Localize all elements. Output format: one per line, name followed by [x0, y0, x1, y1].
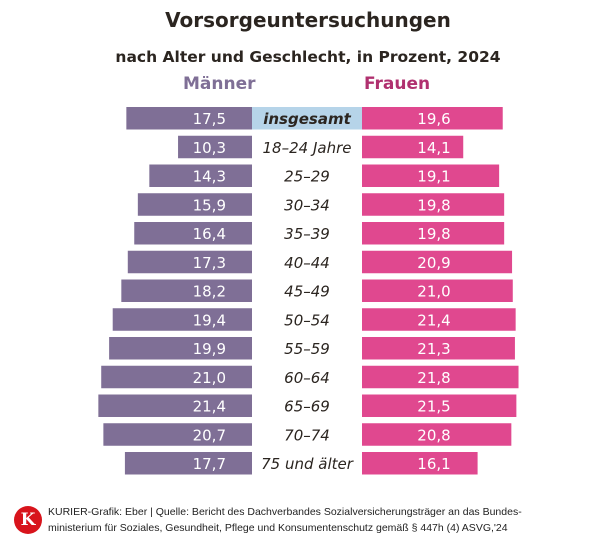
bar-women [362, 193, 505, 216]
category-label: 18–24 Jahre [263, 139, 352, 157]
category-label: 30–34 [284, 196, 330, 214]
bar-men [98, 394, 253, 417]
category-label: 70–74 [284, 426, 330, 444]
value-label-women: 21,8 [417, 369, 450, 387]
value-label-women: 21,0 [417, 283, 450, 301]
value-label-men: 10,3 [193, 139, 226, 157]
bar-men [134, 222, 252, 245]
value-label-women: 19,8 [417, 225, 450, 243]
value-label-women: 14,1 [417, 139, 450, 157]
category-label: 35–39 [284, 225, 330, 243]
value-label-men: 14,3 [193, 168, 226, 186]
source-line-2: ministerium für Soziales, Gesundheit, Pf… [48, 522, 508, 534]
bar-men [124, 452, 252, 475]
bar-men [101, 365, 252, 389]
value-label-men: 19,4 [193, 311, 226, 329]
value-label-men: 18,2 [193, 283, 226, 301]
value-label-women: 16,1 [417, 455, 450, 473]
value-label-men: 17,3 [193, 254, 226, 272]
category-label: 75 und älter [261, 455, 354, 473]
category-label: 55–59 [284, 340, 330, 358]
value-label-women: 19,6 [417, 110, 450, 128]
value-label-men: 16,4 [193, 225, 226, 243]
bar-women [362, 279, 513, 302]
chart-plot: 17,5 19,6 insgesamt 10,3 14,1 18–24 Jahre 14,3… [98, 107, 519, 475]
value-label-women: 21,5 [417, 398, 450, 416]
kurier-logo: K [14, 506, 42, 534]
legend-women: Frauen [364, 74, 431, 94]
bar-men [121, 279, 252, 302]
bar-women [362, 423, 512, 446]
chart-subtitle: nach Alter und Geschlecht, in Prozent, 2… [115, 48, 501, 66]
value-label-men: 17,5 [193, 110, 226, 128]
highlight-category-box [252, 107, 362, 130]
bar-men [137, 193, 252, 216]
value-label-men: 21,4 [193, 398, 226, 416]
bar-women [362, 365, 519, 389]
category-label: 60–64 [284, 369, 330, 387]
bar-men [127, 250, 252, 274]
value-label-women: 19,8 [417, 196, 450, 214]
bar-men [103, 423, 253, 446]
category-label: 50–54 [284, 311, 330, 329]
value-label-men: 17,7 [193, 455, 226, 473]
category-label: insgesamt [263, 110, 351, 128]
value-label-women: 20,9 [417, 254, 450, 272]
bar-women [362, 394, 517, 417]
bar-men [178, 135, 252, 159]
category-label: 40–44 [284, 254, 330, 272]
bar-women [362, 135, 464, 159]
value-label-men: 20,7 [193, 426, 226, 444]
bar-women [362, 164, 500, 187]
source-line-1: KURIER-Grafik: Eber | Quelle: Bericht de… [48, 506, 522, 518]
bar-men [126, 107, 252, 130]
legend-men: Männer [183, 74, 256, 94]
bar-men [112, 308, 252, 331]
value-label-women: 21,3 [417, 340, 450, 358]
bar-men [109, 337, 252, 360]
bar-women [362, 107, 503, 130]
category-label: 25–29 [284, 168, 330, 186]
value-label-women: 20,8 [417, 426, 450, 444]
category-label: 65–69 [284, 398, 330, 416]
bar-women [362, 308, 516, 331]
bar-women [362, 337, 515, 360]
value-label-men: 15,9 [193, 196, 226, 214]
bar-men [149, 164, 252, 187]
source-note: KURIER-Grafik: Eber | Quelle: Bericht de… [48, 504, 522, 536]
chart-title: Vorsorgeuntersuchungen [165, 8, 451, 32]
value-label-women: 19,1 [417, 168, 450, 186]
value-label-women: 21,4 [417, 311, 450, 329]
value-label-men: 21,0 [193, 369, 226, 387]
value-label-men: 19,9 [193, 340, 226, 358]
bar-women [362, 222, 505, 245]
bar-women [362, 452, 478, 475]
category-label: 45–49 [284, 283, 330, 301]
bar-women [362, 250, 513, 274]
